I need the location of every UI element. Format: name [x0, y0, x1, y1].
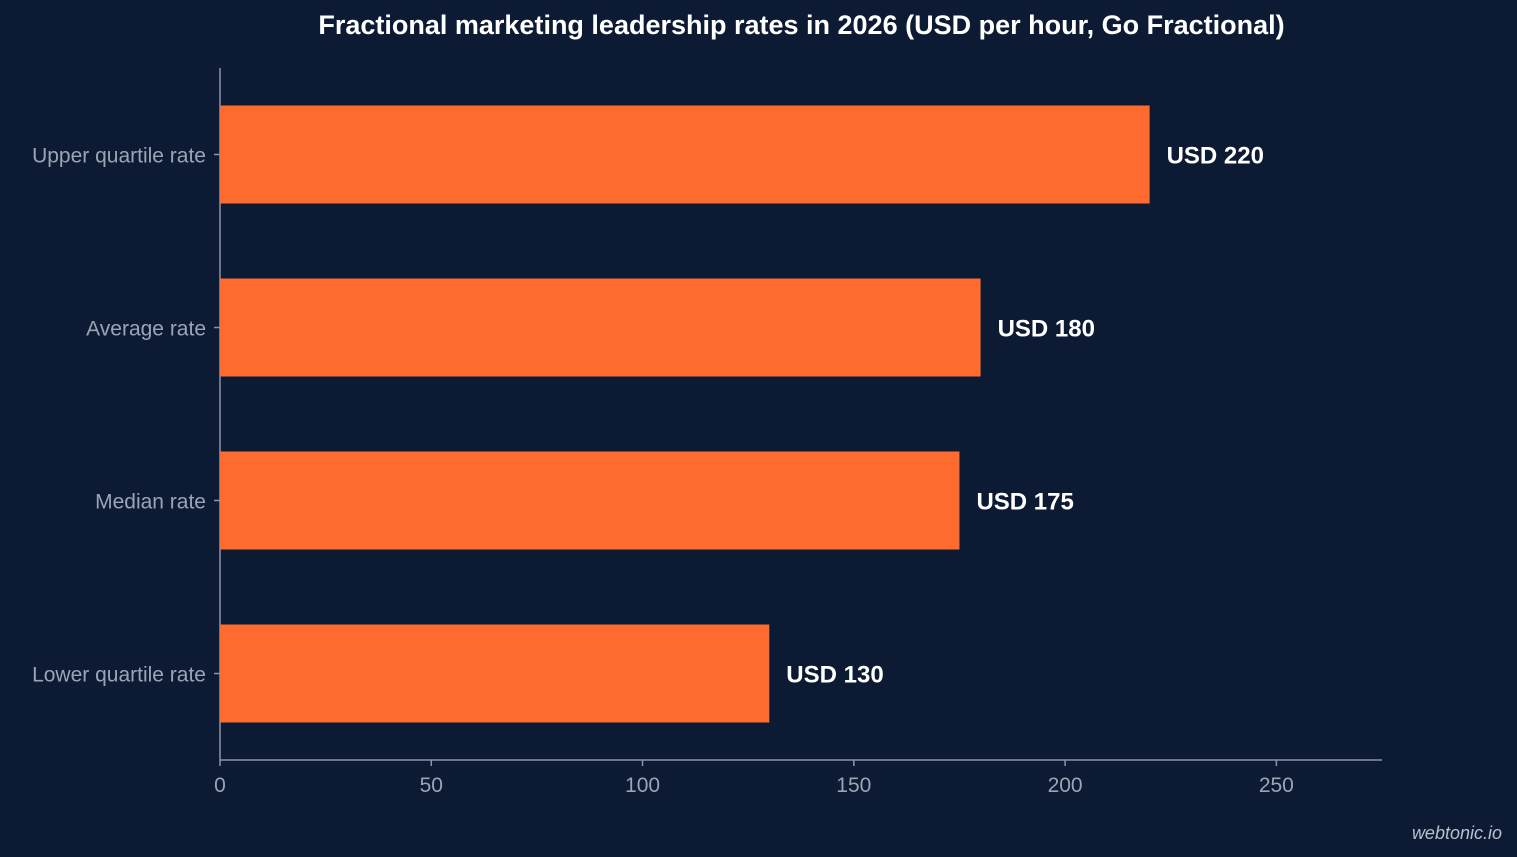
chart-title: Fractional marketing leadership rates in… — [318, 10, 1285, 40]
data-label: USD 175 — [976, 489, 1073, 516]
bar — [220, 278, 981, 377]
category-label: Average rate — [86, 318, 206, 341]
data-label: USD 130 — [786, 662, 883, 689]
data-label: USD 180 — [998, 316, 1095, 343]
data-label: USD 220 — [1167, 143, 1264, 170]
x-tick-label: 200 — [1048, 774, 1083, 797]
x-tick-label: 0 — [214, 774, 226, 797]
x-tick-label: 100 — [625, 774, 660, 797]
category-label: Upper quartile rate — [32, 145, 206, 168]
category-label: Median rate — [95, 491, 206, 514]
x-tick-label: 150 — [836, 774, 871, 797]
bar — [220, 624, 770, 723]
bar — [220, 105, 1150, 204]
x-tick-label: 250 — [1259, 774, 1294, 797]
x-tick-label: 50 — [420, 774, 443, 797]
bar — [220, 451, 960, 550]
category-label: Lower quartile rate — [32, 664, 206, 687]
watermark-text: webtonic.io — [1411, 823, 1502, 843]
